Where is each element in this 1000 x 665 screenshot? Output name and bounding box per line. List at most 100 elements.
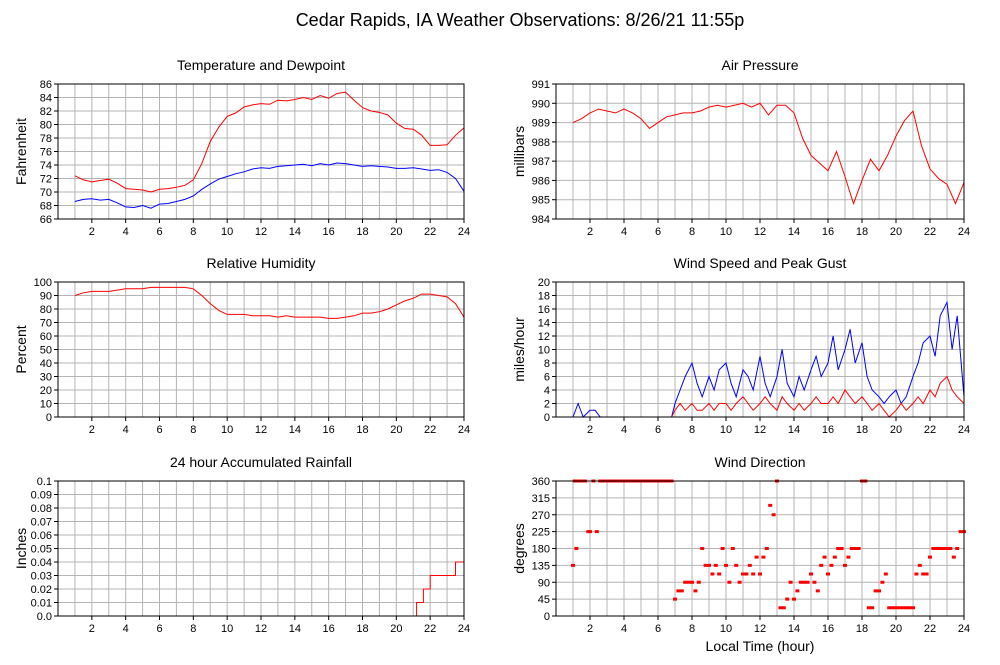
chart-temperature: Temperature and DewpointFahrenheit666870… <box>13 57 470 238</box>
y-tick-label: 80 <box>40 120 52 132</box>
chart-title: Air Pressure <box>721 57 798 73</box>
x-tick-label: 2 <box>89 623 95 635</box>
y-tick-label: 0.01 <box>31 598 52 610</box>
data-point <box>951 555 956 559</box>
x-tick-label: 14 <box>788 226 800 238</box>
data-point <box>955 547 960 550</box>
y-tick-label: 2 <box>544 399 550 411</box>
y-tick-label: 987 <box>532 156 550 168</box>
x-tick-label: 16 <box>323 623 335 635</box>
data-point <box>690 580 694 584</box>
data-point <box>866 606 871 610</box>
x-tick-label: 22 <box>424 226 436 238</box>
plot-frame <box>555 480 965 617</box>
y-tick-label: 20 <box>538 277 550 289</box>
x-tick-label: 16 <box>323 424 335 436</box>
y-tick-label: 84 <box>40 93 52 105</box>
data-point <box>727 580 732 584</box>
x-tick-label: 4 <box>621 623 627 635</box>
x-tick-label: 10 <box>221 623 233 635</box>
data-point <box>880 580 885 584</box>
y-tick-label: 0.08 <box>31 503 52 515</box>
chart-humidity: Relative HumidityPercent0102030405060708… <box>13 255 470 436</box>
data-point <box>683 580 688 584</box>
y-tick-label: 12 <box>538 331 550 343</box>
y-tick-label: 70 <box>40 318 52 330</box>
y-axis-label: degrees <box>511 523 527 574</box>
x-tick-label: 10 <box>720 623 732 635</box>
data-point <box>894 606 898 610</box>
data-point <box>873 589 878 593</box>
x-tick-label: 8 <box>190 226 196 238</box>
y-tick-label: 0.04 <box>31 557 52 569</box>
data-point <box>812 580 817 584</box>
y-tick-label: 10 <box>40 399 52 411</box>
x-tick-label: 4 <box>123 226 129 238</box>
data-point <box>679 589 684 593</box>
data-point <box>713 563 718 567</box>
data-point <box>822 555 827 559</box>
x-tick-label: 22 <box>924 623 936 635</box>
data-point <box>696 580 701 584</box>
x-tick-label: 10 <box>221 226 233 238</box>
data-point <box>700 547 705 550</box>
y-tick-label: 100 <box>34 277 52 289</box>
x-tick-label: 20 <box>390 424 402 436</box>
data-point <box>928 555 932 559</box>
x-axis-label: Local Time (hour) <box>706 638 815 654</box>
y-tick-label: 16 <box>538 304 550 316</box>
data-point <box>917 563 922 567</box>
data-point <box>588 530 592 534</box>
data-point <box>805 580 810 584</box>
chart-title: 24 hour Accumulated Rainfall <box>170 454 352 470</box>
data-point <box>778 606 783 610</box>
data-point <box>900 606 905 610</box>
x-tick-label: 20 <box>390 226 402 238</box>
data-point <box>734 563 739 567</box>
data-point <box>938 547 943 550</box>
x-tick-label: 22 <box>924 226 936 238</box>
y-tick-label: 40 <box>40 358 52 370</box>
data-point <box>785 597 790 601</box>
series-line-2 <box>74 162 465 209</box>
y-tick-label: 74 <box>40 160 52 172</box>
y-tick-label: 80 <box>40 304 52 316</box>
y-tick-label: 0.06 <box>31 530 52 542</box>
x-tick-label: 18 <box>356 424 368 436</box>
data-point <box>815 589 820 593</box>
data-point <box>707 563 711 567</box>
y-axis-label: miles/hour <box>511 317 527 382</box>
y-tick-label: 72 <box>40 174 52 186</box>
x-tick-label: 24 <box>458 226 470 238</box>
plot-frame <box>555 83 965 220</box>
data-point <box>870 606 875 610</box>
x-tick-label: 14 <box>788 424 800 436</box>
data-point <box>764 547 769 550</box>
data-point <box>720 547 725 550</box>
y-tick-label: 10 <box>538 345 550 357</box>
y-tick-label: 90 <box>538 577 550 589</box>
x-tick-label: 8 <box>689 424 695 436</box>
y-axis-label: millibars <box>511 126 527 177</box>
data-point <box>914 572 919 576</box>
x-tick-label: 8 <box>190 623 196 635</box>
series-line-1 <box>74 286 465 319</box>
x-tick-label: 12 <box>255 623 267 635</box>
y-axis-label: Inches <box>13 528 29 569</box>
y-tick-label: 70 <box>40 187 52 199</box>
data-point <box>792 597 796 601</box>
chart-panels: Temperature and DewpointFahrenheit666870… <box>13 57 970 635</box>
x-tick-label: 8 <box>689 623 695 635</box>
chart-wind_direction: Wind Direction degrees 0 45 90 135 180 225 270 31… <box>511 454 970 635</box>
data-point <box>788 580 793 584</box>
data-point <box>897 606 902 610</box>
data-point <box>856 547 861 550</box>
data-point <box>836 547 841 550</box>
x-tick-label: 16 <box>822 226 834 238</box>
data-point <box>693 589 698 593</box>
x-tick-label: 6 <box>156 623 162 635</box>
x-tick-label: 2 <box>587 226 593 238</box>
data-point <box>945 547 949 550</box>
y-tick-label: 0.07 <box>31 517 52 529</box>
